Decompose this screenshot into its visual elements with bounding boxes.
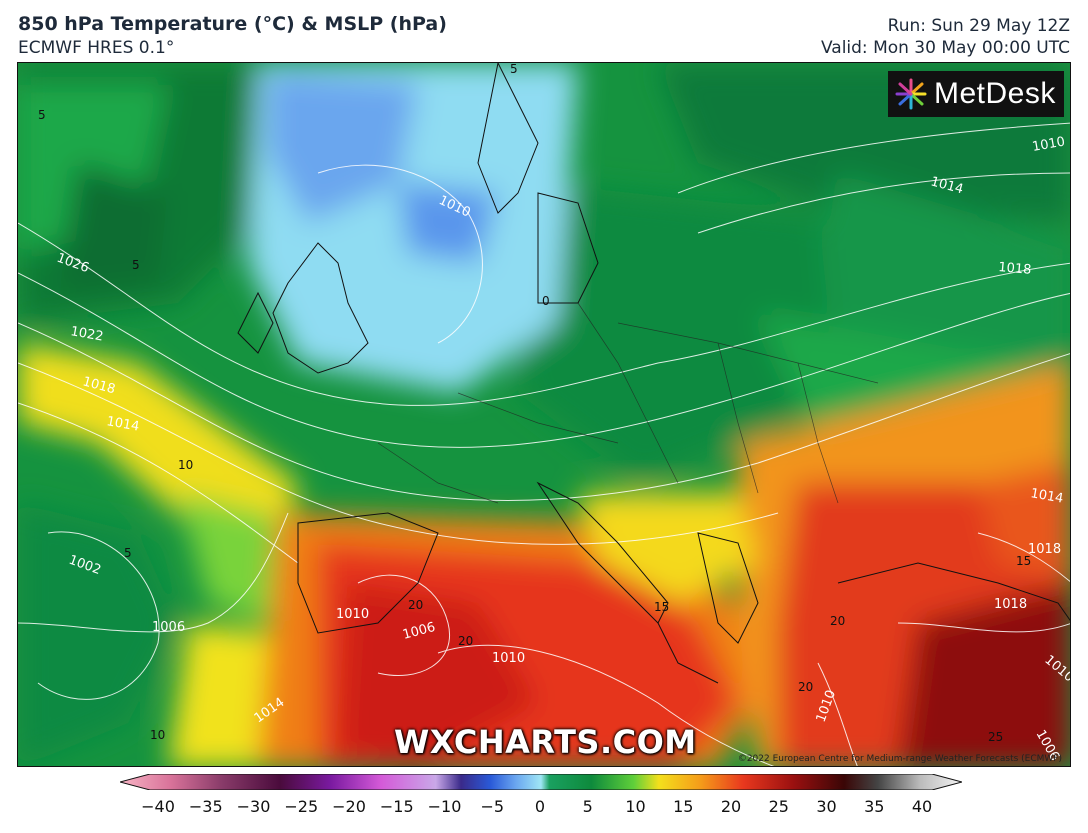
temperature-contour-label: 5 [132, 258, 140, 272]
weather-map: 1010 1010 1014 1018 1026 1022 1018 1014 1002 1006… [17, 62, 1071, 767]
colorbar-tick-label: 25 [768, 797, 789, 816]
metdesk-logo: MetDesk [888, 71, 1064, 117]
model-name: ECMWF HRES 0.1° [18, 38, 175, 58]
colorbar-tick-label: −15 [379, 797, 414, 816]
temperature-contour-label: 20 [798, 680, 813, 694]
colorbar-tick-label: 0 [534, 797, 546, 816]
colorbar-tick-label: −35 [188, 797, 223, 816]
colorbar-tick-label: −10 [427, 797, 462, 816]
isobar-label: 1014 [1029, 486, 1064, 507]
isobars [18, 122, 1070, 766]
temperature-contour-label: 20 [458, 634, 473, 648]
temperature-contour-label: 20 [830, 614, 845, 628]
temperature-contour-label: 15 [1016, 554, 1031, 568]
isobar-label: 1010 [336, 607, 369, 622]
isobar-label: 1006 [152, 620, 185, 635]
colorbar-tick-label: 35 [864, 797, 885, 816]
isobar-label: 1010 [1031, 134, 1066, 155]
coastlines [237, 63, 1070, 684]
temperature-colorbar [120, 774, 962, 790]
borders [377, 302, 879, 504]
colorbar-tick-label: −5 [480, 797, 505, 816]
colorbar-tick-label: −30 [236, 797, 271, 816]
isobar-label: 1018 [998, 260, 1032, 278]
isobar-label: 1014 [105, 414, 140, 435]
colorbar-tick-label: 15 [673, 797, 694, 816]
isobar-label: 1018 [994, 597, 1027, 612]
isobar-label: 1010 [492, 651, 525, 666]
isobar-label: 1018 [1028, 542, 1061, 557]
temperature-contour-label: 5 [124, 546, 132, 560]
isobar-label: 1022 [69, 324, 104, 345]
colorbar-tick-label: −25 [284, 797, 319, 816]
temperature-contour-label: 0 [542, 294, 550, 308]
chart-title: 850 hPa Temperature (°C) & MSLP (hPa) [18, 13, 447, 35]
colorbar-tick-label: 20 [720, 797, 742, 816]
temperature-contour-label: 20 [408, 598, 423, 612]
colorbar-tick-label: 40 [911, 797, 933, 816]
temperature-contour-label: 5 [38, 108, 46, 122]
temperature-field: 1010101010141018102610221018101410021006… [18, 63, 1070, 766]
temperature-contour-label: 5 [510, 63, 518, 76]
metdesk-logo-icon [895, 78, 927, 110]
run-time: Run: Sun 29 May 12Z [887, 16, 1070, 36]
temperature-contour-label: 15 [654, 600, 669, 614]
colorbar-tick-label: 10 [625, 797, 646, 816]
copyright-notice: ©2022 European Centre for Medium-range W… [737, 754, 1062, 764]
wxcharts-watermark: WXCHARTS.COM [394, 723, 697, 761]
temperature-contour-label: 25 [988, 730, 1003, 744]
metdesk-logo-text: MetDesk [934, 77, 1056, 110]
temperature-contour-label: 10 [150, 728, 165, 742]
colorbar-tick-label: −40 [141, 797, 175, 816]
colorbar-tick-label: 5 [582, 797, 593, 816]
colorbar-tick-label: 30 [816, 797, 837, 816]
temperature-contour-label: 10 [178, 458, 193, 472]
valid-time: Valid: Mon 30 May 00:00 UTC [820, 38, 1070, 58]
colorbar-tick-label: −20 [332, 797, 366, 816]
